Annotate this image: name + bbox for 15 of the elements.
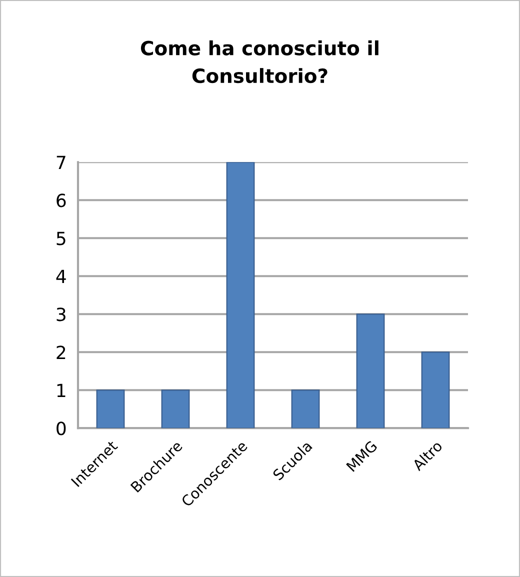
y-tick-label: 2 bbox=[56, 346, 66, 359]
bar bbox=[96, 390, 125, 428]
bar bbox=[291, 390, 320, 428]
y-tick-label: 4 bbox=[56, 270, 66, 283]
y-tick-label: 0 bbox=[56, 422, 66, 436]
y-tick-label: 3 bbox=[56, 308, 66, 322]
chart-title: Come ha conosciuto il Consultorio? bbox=[140, 40, 378, 84]
bar bbox=[421, 352, 450, 428]
y-tick-label: 6 bbox=[56, 194, 66, 208]
bar bbox=[161, 390, 190, 428]
bar bbox=[226, 162, 255, 428]
bar bbox=[356, 314, 385, 428]
y-tick-label: 1 bbox=[57, 384, 66, 397]
y-tick-label: 7 bbox=[56, 156, 66, 169]
y-tick-label: 5 bbox=[56, 232, 66, 246]
